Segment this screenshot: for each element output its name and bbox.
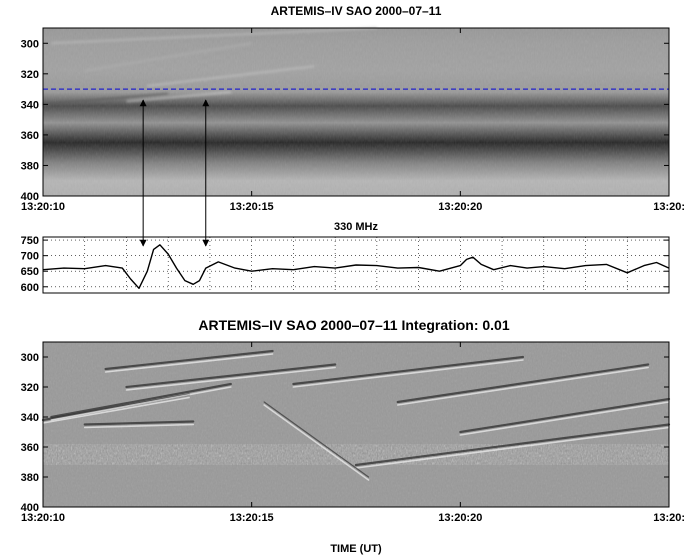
spectrum-bottom-bands bbox=[43, 444, 669, 465]
drift-stripe-2 bbox=[83, 420, 195, 426]
x-axis-top: 13:20:10 13:20:15 13:20:20 13:20: bbox=[21, 28, 685, 213]
y-tick-label: 360 bbox=[21, 442, 39, 454]
y-tick-label: 340 bbox=[21, 412, 39, 424]
drift-stripe-5 bbox=[292, 355, 525, 386]
event-arrows bbox=[139, 99, 210, 247]
y-axis-top: 300 320 340 360 380 400 bbox=[21, 38, 669, 203]
y-tick-label: 300 bbox=[21, 352, 39, 364]
drift-stripe-top-1 bbox=[84, 42, 252, 72]
drift-stripe-highlight-3 bbox=[104, 353, 274, 373]
y-tick-label: 750 bbox=[21, 235, 39, 247]
y-tick-label: 340 bbox=[21, 99, 39, 111]
y-axis-lightcurve: 600 650 700 750 bbox=[21, 235, 669, 294]
y-tick-label: 650 bbox=[21, 266, 39, 278]
chart-title-top: ARTEMIS–IV SAO 2000–07–11 bbox=[271, 4, 442, 18]
spectrum-top-noise bbox=[43, 28, 669, 196]
spectrum-bottom-noise bbox=[43, 342, 669, 507]
x-tick-label: 13:20:20 bbox=[438, 512, 482, 524]
drift-stripe-highlight-0 bbox=[42, 396, 190, 424]
y-tick-label: 380 bbox=[21, 160, 39, 172]
panel-spectrum-bottom: ARTEMIS–IV SAO 2000–07–11 Integration: 0… bbox=[21, 317, 685, 555]
noise-band bbox=[43, 444, 669, 465]
x-axis-title: TIME (UT) bbox=[330, 543, 382, 555]
drift-stripe-1 bbox=[50, 382, 232, 419]
y-tick-label: 700 bbox=[21, 251, 39, 263]
drift-stripe-highlight-2 bbox=[83, 423, 195, 429]
y-tick-label: 320 bbox=[21, 69, 39, 81]
y-tick-label: 600 bbox=[21, 282, 39, 294]
drift-stripe-highlight-7 bbox=[459, 401, 670, 436]
drift-stripe-highlight-1 bbox=[50, 386, 232, 421]
drift-stripe-top-2 bbox=[147, 65, 315, 88]
drift-stripe-highlight-6 bbox=[396, 366, 649, 406]
drift-stripe-7 bbox=[459, 397, 671, 434]
lightcurve-330mhz bbox=[42, 244, 670, 289]
drift-stripe-highlight-8 bbox=[355, 426, 670, 469]
drift-stripe-highlight-5 bbox=[292, 359, 524, 388]
y-tick-label: 400 bbox=[21, 191, 39, 203]
panel-spectrum-top: ARTEMIS–IV SAO 2000–07–11 300 320 340 360 38… bbox=[21, 4, 685, 213]
drift-stripe-4 bbox=[125, 363, 337, 389]
spectrum-top-frame bbox=[42, 27, 670, 197]
y-axis-bottom: 300 320 340 360 380 400 bbox=[21, 352, 669, 514]
x-tick-label: 13:20:10 bbox=[21, 512, 65, 524]
drift-stripe-3 bbox=[104, 349, 274, 371]
drift-stripe-6 bbox=[396, 363, 650, 404]
drift-stripe-highlight-4 bbox=[125, 366, 336, 391]
drift-stripe-top-0 bbox=[51, 27, 377, 45]
y-tick-label: 380 bbox=[21, 472, 39, 484]
chart-title-bottom: ARTEMIS–IV SAO 2000–07–11 Integration: 0… bbox=[198, 317, 509, 333]
spectrum-bottom-frame bbox=[42, 341, 670, 508]
x-tick-label: 13:20:15 bbox=[230, 512, 274, 524]
drift-stripe-9 bbox=[263, 401, 370, 478]
x-tick-label: 13:20:15 bbox=[230, 201, 274, 213]
x-tick-label: 13:20:20 bbox=[438, 201, 482, 213]
y-tick-label: 320 bbox=[21, 382, 39, 394]
x-tick-label: 13:20:10 bbox=[21, 201, 65, 213]
x-tick-label: 13:20: bbox=[653, 201, 685, 213]
drift-stripe-top-3 bbox=[42, 92, 169, 106]
x-tick-label: 13:20: bbox=[653, 512, 685, 524]
y-tick-label: 360 bbox=[21, 130, 39, 142]
lightcurve-title: 330 MHz bbox=[334, 221, 379, 233]
panel-lightcurve: 330 MHz 600 650 700 750 bbox=[21, 221, 670, 294]
x-axis-bottom: 13:20:10 13:20:15 13:20:20 13:20: bbox=[21, 342, 685, 524]
lightcurve-frame bbox=[42, 236, 670, 294]
spectrum-bottom-drift-features bbox=[41, 349, 671, 481]
y-tick-label: 300 bbox=[21, 38, 39, 50]
drift-stripe-8 bbox=[354, 423, 671, 467]
y-tick-label: 400 bbox=[21, 502, 39, 514]
drift-stripe-highlight-9 bbox=[263, 404, 370, 481]
